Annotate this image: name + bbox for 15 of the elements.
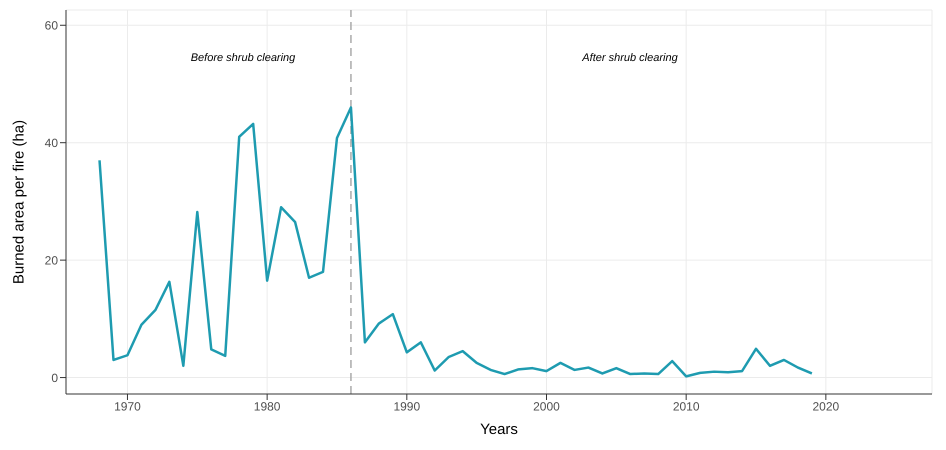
annotation: Before shrub clearing <box>190 52 296 64</box>
y-tick-label: 60 <box>44 18 58 33</box>
x-tick-label: 2000 <box>533 400 560 414</box>
y-tick-label: 40 <box>44 136 58 150</box>
x-tick-label: 1970 <box>114 400 142 414</box>
annotation: After shrub clearing <box>582 52 678 64</box>
x-tick-label: 1990 <box>393 400 420 414</box>
x-tick-label: 2010 <box>672 400 700 414</box>
x-tick-label: 1980 <box>254 400 281 414</box>
y-axis-title: Burned area per fire (ha) <box>10 120 28 284</box>
x-axis-title: Years <box>480 421 518 438</box>
line-series <box>98 106 814 378</box>
y-tick-label: 0 <box>51 370 58 385</box>
x-tick-label: 2020 <box>812 400 840 414</box>
y-tick-label: 20 <box>44 253 58 268</box>
